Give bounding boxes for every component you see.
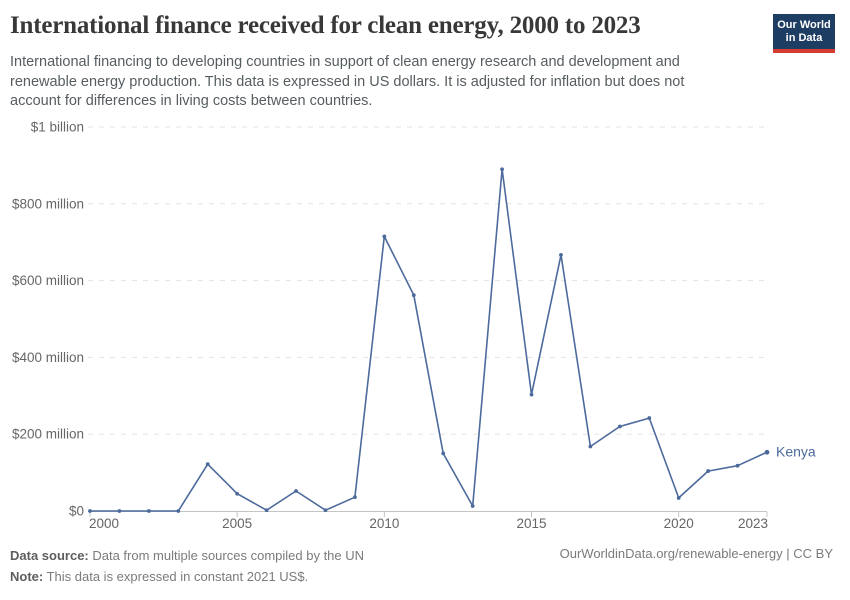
- data-point-2006[interactable]: [264, 508, 269, 513]
- y-axis-tick-label: $600 million: [12, 273, 84, 288]
- data-point-2002[interactable]: [146, 509, 151, 513]
- data-point-2018[interactable]: [617, 424, 622, 429]
- data-point-2001[interactable]: [117, 509, 122, 513]
- y-axis-tick-label: $1 billion: [31, 120, 84, 135]
- y-axis-tick-label: $800 million: [12, 196, 84, 211]
- data-point-2014[interactable]: [500, 167, 504, 172]
- data-point-2000[interactable]: [88, 509, 92, 513]
- data-point-2005[interactable]: [235, 491, 240, 496]
- data-point-2008[interactable]: [323, 508, 328, 513]
- series-label-kenya[interactable]: Kenya: [776, 444, 816, 460]
- footer-notes: Data source: Data from multiple sources …: [10, 545, 364, 587]
- x-axis-tick-label: 2020: [664, 516, 694, 531]
- x-axis-tick-label: 2005: [222, 516, 252, 531]
- x-axis-tick-label: 2023: [738, 516, 768, 531]
- data-point-2016[interactable]: [559, 252, 563, 257]
- data-point-2004[interactable]: [205, 462, 210, 467]
- note-text: This data is expressed in constant 2021 …: [43, 569, 309, 585]
- data-point-2010[interactable]: [382, 234, 387, 239]
- owid-credit-link[interactable]: OurWorldinData.org/renewable-energy | CC…: [559, 546, 833, 561]
- note-line: Note: This data is expressed in constant…: [10, 566, 364, 587]
- data-point-2009[interactable]: [353, 495, 357, 500]
- series-line-kenya[interactable]: [89, 168, 768, 512]
- y-axis-tick-label: $200 million: [12, 427, 84, 442]
- data-source-text: Data from multiple sources compiled by t…: [88, 548, 365, 563]
- data-point-2011[interactable]: [411, 293, 416, 298]
- owid-logo-text-line2: in Data: [785, 32, 823, 45]
- note-label: Note:: [10, 569, 44, 585]
- data-source-label: Data source:: [10, 548, 89, 563]
- data-point-2015[interactable]: [529, 392, 534, 397]
- data-point-2020[interactable]: [676, 496, 681, 500]
- y-axis-tick-label: $400 million: [12, 350, 84, 365]
- data-point-2012[interactable]: [441, 451, 446, 456]
- y-axis-tick-label: $0: [69, 504, 84, 519]
- x-axis-tick-label: 2010: [369, 516, 399, 531]
- data-point-2003[interactable]: [176, 509, 181, 513]
- x-axis-tick-label: 2015: [516, 516, 546, 531]
- x-axis-tick-label: 2000: [89, 516, 119, 531]
- data-point-2007[interactable]: [294, 489, 298, 493]
- data-point-2022[interactable]: [735, 463, 740, 468]
- data-point-2019[interactable]: [647, 416, 652, 420]
- data-source-line: Data source: Data from multiple sources …: [10, 545, 364, 566]
- owid-logo-text-line1: Our World: [777, 19, 831, 31]
- data-point-2023[interactable]: [764, 449, 770, 455]
- chart-subtitle: International financing to developing co…: [10, 54, 685, 110]
- data-point-2013[interactable]: [470, 504, 475, 508]
- chart-title: International finance received for clean…: [10, 12, 641, 39]
- data-point-2021[interactable]: [706, 469, 711, 473]
- owid-logo[interactable]: Our World in Data: [773, 14, 835, 54]
- data-point-2017[interactable]: [588, 444, 593, 449]
